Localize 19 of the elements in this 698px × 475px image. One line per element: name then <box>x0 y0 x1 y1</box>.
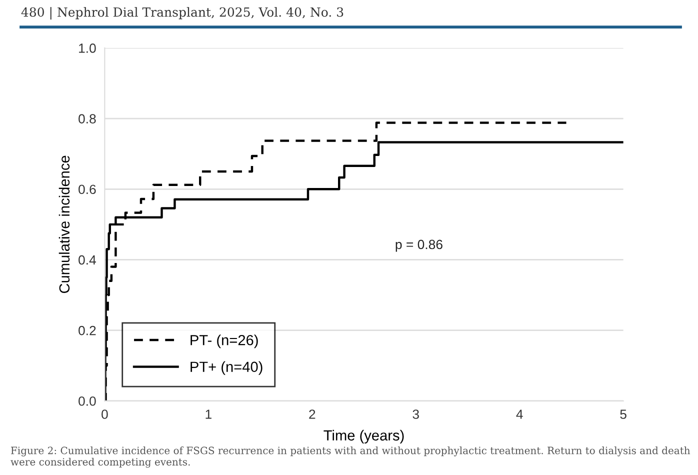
x-tick-label: 2 <box>309 410 316 419</box>
x-tick-label: 4 <box>516 410 523 419</box>
legend-label: PT- (n=26) <box>190 334 258 348</box>
x-tick-label: 1 <box>206 410 212 419</box>
y-tick-label: 0.6 <box>78 184 96 194</box>
y-tick-label: 1.0 <box>79 44 96 53</box>
y-tick-label: 0.0 <box>78 396 96 406</box>
text: 480 | Nephrol Dial Transplant, 2025, Vol. 40, No. 3 <box>21 7 344 20</box>
x-tick-label: 3 <box>412 410 419 419</box>
x-tick-label: 5 <box>620 410 626 419</box>
y-axis-title: Cumulative incidence <box>58 156 70 293</box>
y-tick-label: 0.8 <box>78 114 96 124</box>
x-tick-label: 0 <box>102 410 108 419</box>
y-tick-label: 0.4 <box>78 255 96 265</box>
x-axis-title: Time (years) <box>324 430 404 444</box>
y-tick-label: 0.2 <box>78 326 96 336</box>
caption: Figure 2: Cumulative incidence of FSGS recurrence in patients with and without prophylactic treatment. Return to dialysis and death were considered competing events. <box>10 446 690 468</box>
legend-label: PT+ (n=40) <box>190 361 262 375</box>
annotation: p = 0.86 <box>396 240 442 252</box>
